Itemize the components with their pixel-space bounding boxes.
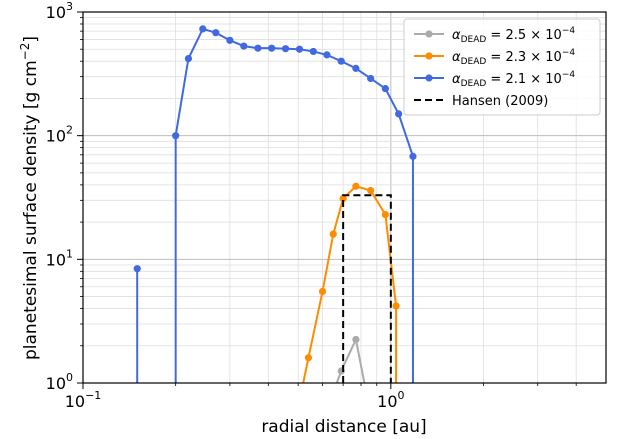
series-1 [302,182,400,383]
legend-entry: Hansen (2009) [414,94,548,109]
legend-box [403,18,601,116]
legend-exp: −4 [562,26,576,36]
data-point [329,230,337,238]
data-point [199,25,207,33]
legend-value: = 2.5 × 10 [486,28,562,43]
data-point [392,302,400,310]
y-tick-exp: 1 [66,247,73,260]
data-point [309,47,317,56]
series-line [302,185,398,383]
legend-sub: DEAD [461,57,487,67]
x-tick-base: 10 [377,392,397,411]
y-axis-label-sup: −2 [18,43,32,61]
x-tick-exp: 0 [398,389,405,402]
legend-swatch-marker [425,52,433,60]
y-tick-label: 100 [46,371,73,393]
data-point [184,54,193,63]
y-tick-label: 101 [46,247,73,269]
y-tick-base: 10 [46,250,66,269]
plot-area [82,11,607,384]
series-line [335,336,366,383]
series-2 [133,25,417,383]
legend-alpha: α [452,72,461,87]
data-point [367,74,375,83]
legend-label: αDEAD = 2.3 × 10−4 [452,48,575,67]
x-tick-base: 10 [65,392,85,411]
y-axis-label-main: planetesimal surface density [g cm [21,60,41,360]
legend-swatch-marker [425,74,433,82]
plot-series [133,25,417,383]
y-axis-label: planetesimal surface density [g cm−2] [18,36,41,360]
legend-label: Hansen (2009) [452,94,548,109]
legend-entry: αDEAD = 2.1 × 10−4 [414,70,575,89]
isolated-point [133,265,141,273]
series-line-hansen [342,194,392,383]
legend-label: αDEAD = 2.5 × 10−4 [452,26,575,45]
y-tick-exp: 3 [66,0,73,13]
series-line [174,27,414,383]
y-tick-exp: 2 [66,124,73,137]
x-tick-exp: −1 [85,389,101,402]
data-point [226,36,234,44]
data-point [323,51,331,59]
x-tick-label: 10−1 [65,389,102,411]
data-point [352,335,360,344]
data-point [172,132,180,140]
y-tick-base: 10 [46,3,66,22]
data-point [254,44,262,52]
legend-label: αDEAD = 2.1 × 10−4 [452,70,575,89]
data-point [409,152,417,160]
data-point [395,110,403,118]
legend-value: = 2.1 × 10 [486,72,562,87]
series-3 [342,194,392,383]
legend-alpha: α [452,28,461,43]
legend-entry: αDEAD = 2.3 × 10−4 [414,48,575,67]
data-point [381,85,389,93]
y-tick-base: 10 [46,127,66,146]
data-point [352,182,360,190]
data-point [295,45,304,53]
y-tick-label: 102 [46,124,73,146]
legend-value: = 2.3 × 10 [486,50,562,65]
data-point [339,194,347,203]
legend-entry: αDEAD = 2.5 × 10−4 [414,26,575,45]
legend-sub: DEAD [461,79,487,89]
series-0 [335,335,366,383]
data-point [212,29,220,37]
y-tick-label: 103 [46,0,73,22]
y-tick-base: 10 [46,374,66,393]
data-point [318,287,327,296]
legend-exp: −4 [562,48,576,58]
data-point [337,57,345,65]
data-point [268,44,276,52]
data-point [240,42,248,50]
data-point [367,186,375,195]
data-point [304,354,313,362]
data-point [281,45,290,53]
x-axis-label: radial distance [au] [261,417,426,437]
plot-frame [82,11,607,384]
y-tick-exp: 0 [66,371,73,384]
data-point [381,210,389,219]
legend-swatch-marker [425,30,433,38]
x-tick-label: 100 [377,389,404,411]
data-point [352,64,360,72]
y-axis-label-end: ] [21,36,41,43]
legend-alpha: α [452,50,461,65]
legend-sub: DEAD [461,35,487,45]
legend-exp: −4 [562,70,576,80]
